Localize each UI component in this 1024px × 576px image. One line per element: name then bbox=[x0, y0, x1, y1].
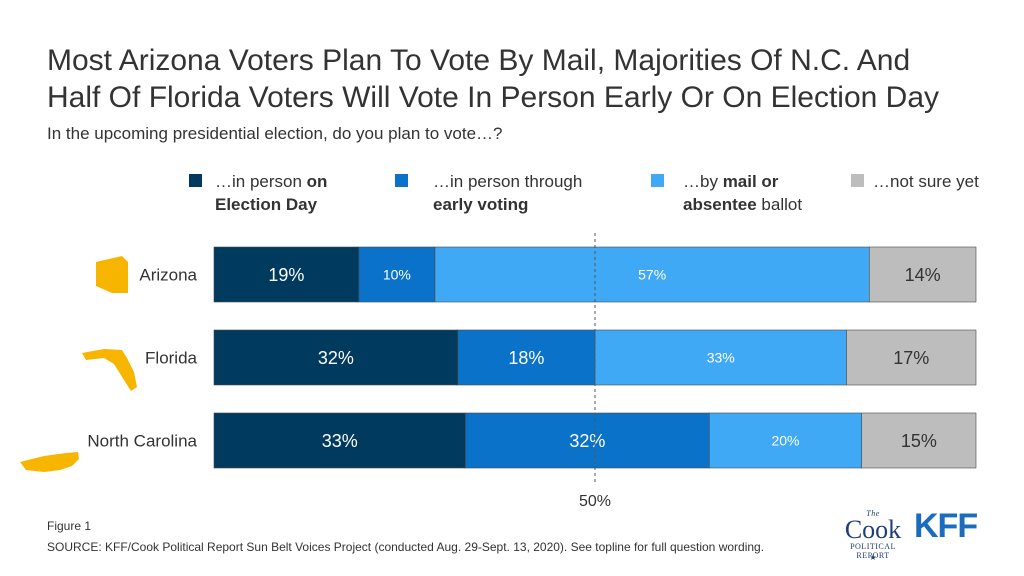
data-label: 32% bbox=[318, 348, 354, 368]
logo-text: The bbox=[866, 509, 880, 518]
bar-arizona-not-sure-yet bbox=[869, 246, 977, 303]
legend-swatch bbox=[189, 174, 202, 187]
state-icon-north-carolina bbox=[20, 452, 79, 472]
logo-text: Cook bbox=[844, 515, 902, 544]
data-label: 14% bbox=[905, 265, 941, 285]
legend-swatch bbox=[651, 174, 664, 187]
data-label: 32% bbox=[569, 431, 605, 451]
bar-north-carolina-not-sure-yet bbox=[861, 412, 977, 469]
bar-florida-by-mail-or-absentee-ballot bbox=[594, 329, 847, 386]
legend-text: ballot bbox=[756, 195, 803, 214]
data-label: 33% bbox=[707, 350, 735, 366]
kff-logo: KFF bbox=[914, 507, 978, 545]
bar-north-carolina-by-mail-or-absentee-ballot bbox=[708, 412, 862, 469]
bar-north-carolina-in-person-through-early-voting bbox=[465, 412, 710, 469]
bar-florida-not-sure-yet bbox=[846, 329, 977, 386]
data-label: 15% bbox=[901, 431, 937, 451]
legend-text: …not sure yet bbox=[873, 172, 979, 191]
logo-text: POLITICAL bbox=[850, 542, 896, 551]
legend-swatch bbox=[851, 174, 864, 187]
reference-line-label: 50% bbox=[579, 493, 611, 510]
category-label: Arizona bbox=[139, 266, 197, 285]
legend-text: …by bbox=[683, 172, 723, 191]
legend-text-bold: mail or bbox=[722, 172, 779, 191]
figure-label: Figure 1 bbox=[47, 519, 92, 533]
legend-swatch bbox=[395, 174, 408, 187]
legend-text: …in person through bbox=[433, 172, 583, 191]
legend-text: …in person bbox=[215, 172, 307, 191]
legend-text-bold: on bbox=[306, 172, 328, 191]
bar-arizona-by-mail-or-absentee-ballot bbox=[434, 246, 870, 303]
title-line-2: Half Of Florida Voters Will Vote In Pers… bbox=[47, 81, 940, 114]
chart-title: Most Arizona Voters Plan To Vote By Mail… bbox=[47, 42, 1007, 116]
bar-arizona-in-person-on-election-day bbox=[213, 246, 360, 303]
cook-political-report-logo: The Cook POLITICAL REPORT bbox=[838, 509, 908, 560]
title-line-1: Most Arizona Voters Plan To Vote By Mail… bbox=[47, 44, 911, 77]
category-label: Florida bbox=[145, 349, 198, 368]
chart-subtitle: In the upcoming presidential election, d… bbox=[47, 124, 503, 143]
state-icon-florida bbox=[82, 349, 137, 391]
source-note: SOURCE: KFF/Cook Political Report Sun Be… bbox=[47, 540, 765, 554]
bar-north-carolina-in-person-on-election-day bbox=[213, 412, 466, 469]
data-label: 33% bbox=[322, 431, 358, 451]
logo-text: REPORT bbox=[856, 551, 890, 560]
legend-text-bold: early voting bbox=[433, 195, 529, 214]
legend-text-bold: absentee bbox=[683, 195, 757, 214]
data-label: 19% bbox=[268, 265, 304, 285]
bar-florida-in-person-on-election-day bbox=[213, 329, 459, 386]
category-label: North Carolina bbox=[87, 432, 197, 451]
data-label: 10% bbox=[383, 267, 411, 283]
state-icon-arizona bbox=[96, 256, 128, 293]
data-label: 18% bbox=[508, 348, 544, 368]
star-icon: ★ bbox=[869, 553, 876, 562]
legend-text-bold: Election Day bbox=[215, 195, 318, 214]
data-label: 20% bbox=[771, 433, 799, 449]
data-label: 17% bbox=[893, 348, 929, 368]
data-label: 57% bbox=[638, 267, 666, 283]
